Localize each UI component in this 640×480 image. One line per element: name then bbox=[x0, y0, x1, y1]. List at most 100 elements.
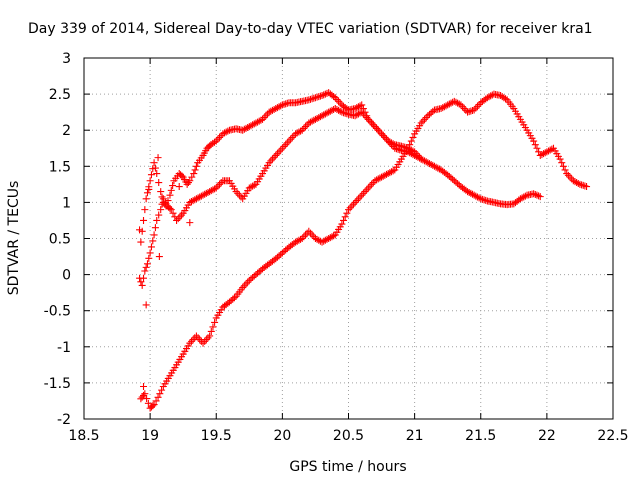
data-point bbox=[280, 142, 288, 150]
y-tick-label: 2.5 bbox=[49, 87, 71, 103]
data-point bbox=[255, 268, 263, 276]
data-point bbox=[341, 213, 349, 221]
data-point bbox=[315, 236, 323, 244]
data-point bbox=[445, 172, 453, 180]
data-point bbox=[140, 383, 148, 391]
data-point bbox=[207, 141, 215, 149]
data-point bbox=[166, 191, 174, 199]
data-point bbox=[424, 112, 432, 120]
data-point bbox=[406, 141, 414, 149]
data-point bbox=[192, 162, 200, 170]
data-point bbox=[449, 175, 457, 183]
data-point bbox=[144, 399, 152, 407]
data-point bbox=[270, 153, 278, 161]
data-point bbox=[343, 209, 351, 217]
y-tick-label: -2 bbox=[57, 412, 71, 428]
data-point bbox=[275, 252, 283, 260]
data-point bbox=[140, 391, 148, 399]
data-point bbox=[447, 174, 455, 182]
data-point bbox=[536, 193, 544, 201]
data-point bbox=[531, 141, 539, 149]
data-point bbox=[235, 191, 243, 199]
data-point bbox=[155, 211, 163, 219]
data-point bbox=[138, 281, 146, 289]
data-point bbox=[229, 295, 237, 303]
data-point bbox=[178, 172, 186, 180]
data-point bbox=[158, 193, 166, 201]
data-point bbox=[140, 274, 148, 282]
data-point bbox=[473, 102, 481, 110]
data-point bbox=[142, 263, 150, 271]
data-point bbox=[216, 180, 224, 188]
data-point bbox=[470, 106, 478, 114]
data-point bbox=[143, 260, 151, 268]
data-point bbox=[176, 213, 184, 221]
data-point bbox=[244, 278, 252, 286]
data-point bbox=[209, 139, 217, 147]
data-point bbox=[210, 138, 218, 146]
series-track-b bbox=[136, 105, 425, 289]
data-point bbox=[306, 229, 314, 237]
data-point bbox=[167, 186, 175, 194]
y-tick-label: 1.5 bbox=[49, 159, 71, 175]
data-point bbox=[404, 144, 412, 152]
data-point bbox=[295, 128, 303, 136]
data-point bbox=[191, 166, 199, 174]
series-track-c bbox=[137, 90, 591, 412]
data-point bbox=[358, 191, 366, 199]
data-point bbox=[450, 177, 458, 185]
data-point bbox=[564, 171, 572, 179]
data-point bbox=[234, 189, 242, 197]
y-tick-label: -1.5 bbox=[44, 376, 71, 392]
data-point bbox=[199, 339, 207, 347]
y-axis-label: SDTVAR / TECUs bbox=[6, 181, 22, 296]
data-point bbox=[452, 178, 460, 186]
data-point bbox=[533, 191, 541, 199]
y-tick-labels: -2 -1.5 -1 -0.5 0 0.5 1 1.5 2 2.5 3 bbox=[44, 51, 71, 428]
data-point bbox=[224, 127, 232, 135]
x-tick-label: 18.5 bbox=[68, 428, 99, 444]
data-point bbox=[308, 231, 316, 239]
data-point bbox=[349, 200, 357, 208]
data-point bbox=[250, 272, 258, 280]
data-point bbox=[366, 182, 374, 190]
data-point bbox=[283, 139, 291, 147]
data-point bbox=[242, 280, 250, 288]
data-point bbox=[166, 204, 174, 212]
data-point bbox=[227, 297, 235, 305]
data-point bbox=[154, 393, 162, 401]
data-point bbox=[141, 390, 149, 398]
data-point bbox=[159, 195, 167, 203]
data-point bbox=[320, 91, 328, 99]
x-tick-label: 22 bbox=[538, 428, 556, 444]
data-point bbox=[460, 105, 468, 113]
data-point bbox=[368, 119, 376, 127]
data-point bbox=[137, 238, 145, 246]
x-tick-label: 20.5 bbox=[333, 428, 364, 444]
data-point bbox=[147, 243, 155, 251]
data-point bbox=[262, 112, 270, 120]
data-point bbox=[287, 135, 295, 143]
data-point bbox=[533, 144, 541, 152]
data-point bbox=[272, 151, 280, 159]
data-point bbox=[521, 192, 529, 200]
data-point bbox=[155, 179, 163, 187]
data-point bbox=[361, 188, 369, 196]
data-point bbox=[273, 253, 281, 261]
data-point bbox=[356, 109, 364, 117]
data-point bbox=[230, 294, 238, 302]
data-point bbox=[335, 97, 343, 105]
data-point bbox=[142, 301, 150, 309]
data-point bbox=[574, 179, 582, 187]
series-track-a bbox=[137, 89, 544, 246]
data-point bbox=[175, 183, 183, 191]
data-point bbox=[277, 250, 285, 258]
data-point bbox=[330, 232, 338, 240]
data-point bbox=[475, 194, 483, 202]
data-point bbox=[419, 117, 427, 125]
data-point bbox=[169, 209, 177, 217]
y-tick-label: -0.5 bbox=[44, 304, 71, 320]
data-point bbox=[141, 206, 149, 214]
data-point bbox=[273, 150, 281, 158]
data-point bbox=[150, 159, 158, 167]
